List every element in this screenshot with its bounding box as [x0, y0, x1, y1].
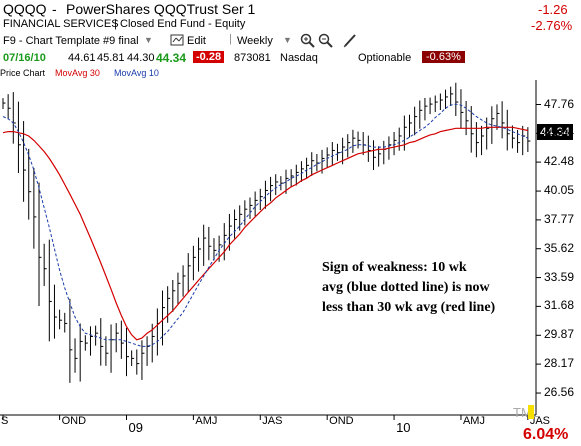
- annotation-text: Sign of weakness: 10 wk avg (blue dotted…: [322, 258, 532, 318]
- x-tick-label: S: [1, 415, 9, 427]
- sector: FINANCIAL SERVICES: [3, 18, 119, 30]
- y-tick-label: 35.62: [544, 240, 575, 255]
- quote-date: 07/16/10: [3, 52, 46, 64]
- y-ticks: [536, 104, 541, 394]
- price-chart[interactable]: [0, 80, 581, 446]
- x-tick-label: AMJ: [462, 415, 485, 427]
- quote-low: 44.30: [127, 52, 155, 64]
- x-tick-label: OND: [329, 415, 354, 427]
- chart-template-select[interactable]: F9 - Chart Template #9 final: [3, 35, 139, 47]
- y-tick-label: 26.56: [544, 385, 575, 400]
- y-tick-label: 47.76: [544, 96, 575, 111]
- legend-movavg-10: MovAvg 10: [114, 68, 159, 78]
- edit-button[interactable]: Edit: [187, 35, 206, 47]
- y-tick-label: 45.04: [544, 125, 575, 140]
- x-tick-label: 09: [128, 420, 143, 435]
- zoom-in-icon[interactable]: [300, 33, 315, 51]
- y-tick-label: 40.05: [544, 183, 575, 198]
- y-tick-label: 37.77: [544, 211, 575, 226]
- optionable-label: Optionable: [358, 52, 412, 64]
- sector-divider: |: [114, 18, 117, 30]
- pencil-icon[interactable]: [343, 33, 357, 51]
- toolbar: F9 - Chart Template #9 final ▼ Edit | We…: [0, 33, 581, 50]
- x-tick-label: JAS: [262, 415, 283, 427]
- quote-close: 44.34: [156, 51, 187, 65]
- net-change: -1.26: [538, 2, 568, 17]
- quote-row: 07/16/10 44.61 45.81 44.30 44.34 -0.28 8…: [0, 50, 581, 67]
- period-select[interactable]: Weekly: [237, 35, 273, 47]
- sector-row: FINANCIAL SERVICES | Closed End Fund - E…: [0, 18, 581, 33]
- title-bar: QQQQ - PowerShares QQQTrust Ser 1 -1.26: [0, 0, 581, 18]
- x-tick-label: JAS: [529, 415, 551, 427]
- annotation-line-3: less than 30 wk avg (red line): [322, 300, 496, 315]
- pct-change: -2.76%: [531, 18, 573, 33]
- chart-legend: Price Chart MovAvg 30 MovAvg 10: [0, 67, 581, 80]
- x-tick-label: 10: [396, 420, 411, 435]
- x-tick-label: AMJ: [195, 415, 218, 427]
- quote-volume: 873081: [234, 52, 271, 64]
- title-separator: -: [52, 1, 57, 17]
- quote-open: 44.61: [68, 52, 96, 64]
- price-bars: [2, 82, 531, 383]
- fund-name: PowerShares QQQTrust Ser 1: [66, 1, 256, 17]
- y-tick-label: 28.17: [544, 356, 575, 371]
- footer-pct: 6.04%: [523, 426, 569, 443]
- template-chevron-icon[interactable]: ▼: [144, 35, 153, 45]
- plot-area: [0, 80, 536, 415]
- x-ticks: [2, 415, 529, 420]
- highlight-marker: [528, 405, 534, 419]
- legend-movavg-30: MovAvg 30: [55, 68, 100, 78]
- movavg-30-line: [2, 126, 529, 341]
- movavg-10-line: [2, 103, 529, 347]
- current-price-tag: 44.34: [537, 124, 574, 140]
- y-tick-label: 29.87: [544, 327, 575, 342]
- chart-settings-icon[interactable]: [170, 33, 184, 50]
- y-tick-label: 33.59: [544, 269, 575, 284]
- day-pct-badge: -0.63%: [422, 51, 465, 63]
- toolbar-divider: |: [229, 33, 232, 45]
- period-chevron-icon[interactable]: ▼: [283, 35, 292, 45]
- quote-change-badge: -0.28: [193, 51, 225, 63]
- quote-high: 45.81: [97, 52, 125, 64]
- y-tick-label: 31.68: [544, 298, 575, 313]
- symbol: QQQQ: [3, 1, 47, 17]
- legend-price-chart: Price Chart: [0, 68, 46, 78]
- tml-label: TML: [513, 405, 539, 420]
- y-tick-label: 42.48: [544, 154, 575, 169]
- annotation-line-1: Sign of weakness: 10 wk: [322, 260, 467, 275]
- quote-exchange: Nasdaq: [280, 52, 318, 64]
- annotation-line-2: avg (blue dotted line) is now: [322, 280, 490, 295]
- zoom-out-icon[interactable]: [318, 33, 333, 51]
- fund-type: Closed End Fund - Equity: [120, 18, 246, 30]
- x-tick-label: OND: [61, 415, 87, 427]
